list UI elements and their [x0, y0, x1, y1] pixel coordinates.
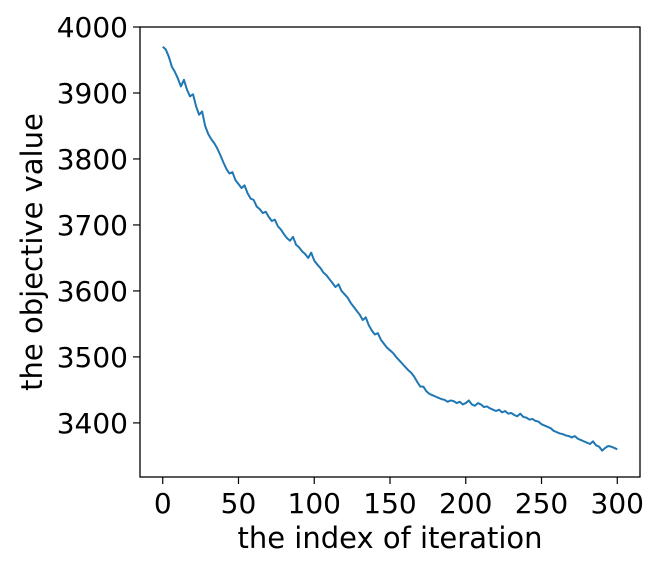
x-tick-label: 0	[154, 487, 172, 520]
x-tick-label: 50	[221, 487, 257, 520]
x-tick-label: 200	[439, 487, 492, 520]
y-tick-label: 3500	[57, 341, 128, 374]
x-tick-label: 250	[515, 487, 568, 520]
series-layer	[162, 46, 618, 452]
y-tick-label: 3700	[57, 209, 128, 242]
series-line-0	[162, 46, 618, 452]
plot-frame	[139, 26, 641, 478]
x-tick-label: 100	[288, 487, 341, 520]
x-axis-title: the index of iteration	[237, 521, 542, 555]
x-tick-label: 300	[591, 487, 644, 520]
y-axis-ticks: 3400 3500 3600 3700 3800 3900 4000	[57, 11, 140, 440]
x-tick-label: 150	[363, 487, 416, 520]
y-tick-label: 3900	[57, 77, 128, 110]
y-tick-label: 3400	[57, 407, 128, 440]
y-tick-label: 3600	[57, 275, 128, 308]
x-axis-ticks: 0 50 100 150 200 250 300	[154, 477, 644, 520]
y-axis-title: the objective value	[15, 113, 49, 391]
y-tick-label: 3800	[57, 143, 128, 176]
y-tick-label: 4000	[57, 11, 128, 44]
